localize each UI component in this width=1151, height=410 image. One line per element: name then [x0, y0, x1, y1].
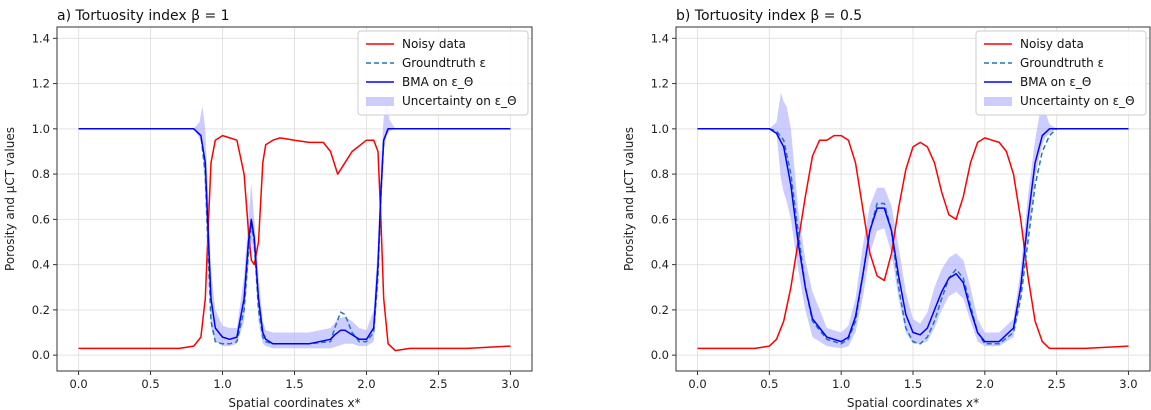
legend-entry-bma-label: BMA on ε_Θ [1020, 75, 1091, 89]
y-tick-label: 1.2 [651, 77, 669, 91]
y-tick-label: 0.6 [651, 212, 669, 226]
y-tick-label: 1.2 [32, 77, 50, 91]
y-tick-label: 0.8 [651, 167, 669, 181]
y-tick-label: 1.4 [651, 31, 669, 45]
y-tick-label: 1.0 [651, 122, 669, 136]
legend-entry-bma-label: BMA on ε_Θ [402, 75, 473, 89]
y-tick-label: 0.4 [651, 258, 669, 272]
y-tick-label: 0.2 [32, 303, 50, 317]
x-axis-label: Spatial coordinates x* [228, 396, 360, 410]
chart-panel-b: 0.0 0.5 1.0 1.5 2.0 2.5 3.0 0.0 0.2 0.4 0.6 0.8 1.0 1… [622, 8, 1151, 410]
y-tick-label: 0.4 [32, 258, 50, 272]
legend-entry-noisy-label: Noisy data [1020, 37, 1084, 51]
legend-entry-uncertainty-swatch [984, 97, 1012, 106]
y-tick-label: 0.0 [32, 348, 50, 362]
x-tick-label: 2.5 [429, 377, 447, 391]
y-tick-label: 0.8 [32, 167, 50, 181]
chart-title: a) Tortuosity index β = 1 [57, 8, 230, 24]
x-tick-label: 2.0 [976, 377, 994, 391]
x-tick-label: 1.5 [285, 377, 303, 391]
x-tick-label: 1.5 [904, 377, 922, 391]
x-tick-label: 1.0 [832, 377, 850, 391]
y-tick-label: 0.6 [32, 212, 50, 226]
legend-entry-noisy-label: Noisy data [402, 37, 466, 51]
chart-title: b) Tortuosity index β = 0.5 [676, 8, 862, 24]
bma-line [697, 128, 1129, 343]
x-tick-label: 0.5 [141, 377, 159, 391]
x-tick-label: 0.5 [760, 377, 778, 391]
x-tick-label: 1.0 [213, 377, 231, 391]
legend-entry-groundtruth-label: Groundtruth ε [402, 56, 486, 70]
x-tick-label: 0.0 [69, 377, 87, 391]
legend-entry-uncertainty-label: Uncertainty on ε_Θ [1020, 94, 1135, 108]
x-tick-label: 3.0 [501, 377, 519, 391]
legend-entry-groundtruth-label: Groundtruth ε [1020, 56, 1104, 70]
y-axis-label: Porosity and μCT values [622, 127, 636, 271]
chart-panel-a: 0.0 0.5 1.0 1.5 2.0 2.5 3.0 0.0 0.2 0.4 0.6 0.8 1.0 1… [3, 8, 533, 410]
x-axis-label: Spatial coordinates x* [847, 396, 979, 410]
plot-area [78, 101, 511, 352]
x-tick-label: 2.0 [357, 377, 375, 391]
y-tick-label: 1.4 [32, 31, 50, 45]
legend: Noisy data Groundtruth ε BMA on ε_Θ Uncerta… [975, 30, 1147, 116]
x-tick-label: 2.5 [1047, 377, 1065, 391]
y-axis-label: Porosity and μCT values [3, 127, 17, 271]
bma-line [78, 128, 511, 345]
legend: Noisy data Groundtruth ε BMA on ε_Θ Uncerta… [357, 30, 529, 116]
y-tick-label: 1.0 [32, 122, 50, 136]
y-tick-label: 0.0 [651, 348, 669, 362]
y-tick-label: 0.2 [651, 303, 669, 317]
x-tick-label: 0.0 [688, 377, 706, 391]
legend-entry-uncertainty-label: Uncertainty on ε_Θ [402, 94, 517, 108]
plot-area [697, 92, 1129, 350]
legend-box [975, 30, 1147, 116]
noisy-data-line [697, 134, 1129, 350]
legend-box [357, 30, 529, 116]
x-tick-label: 3.0 [1119, 377, 1137, 391]
legend-entry-uncertainty-swatch [366, 97, 394, 106]
